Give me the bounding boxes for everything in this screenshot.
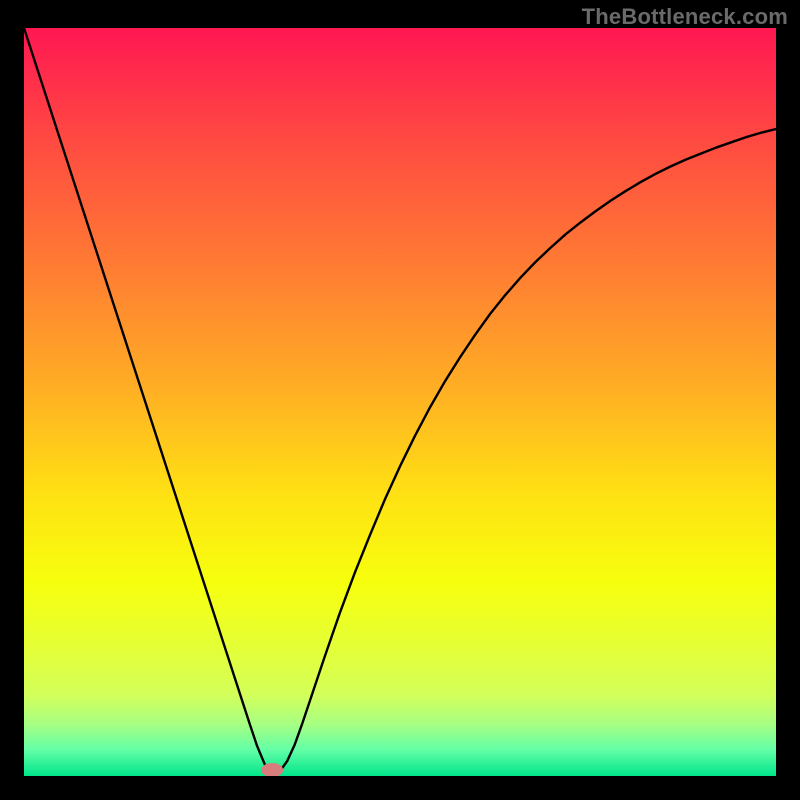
watermark-text: TheBottleneck.com <box>582 4 788 30</box>
plot-area <box>24 28 776 776</box>
plot-svg <box>24 28 776 776</box>
gradient-background <box>24 28 776 776</box>
chart-container: TheBottleneck.com <box>0 0 800 800</box>
